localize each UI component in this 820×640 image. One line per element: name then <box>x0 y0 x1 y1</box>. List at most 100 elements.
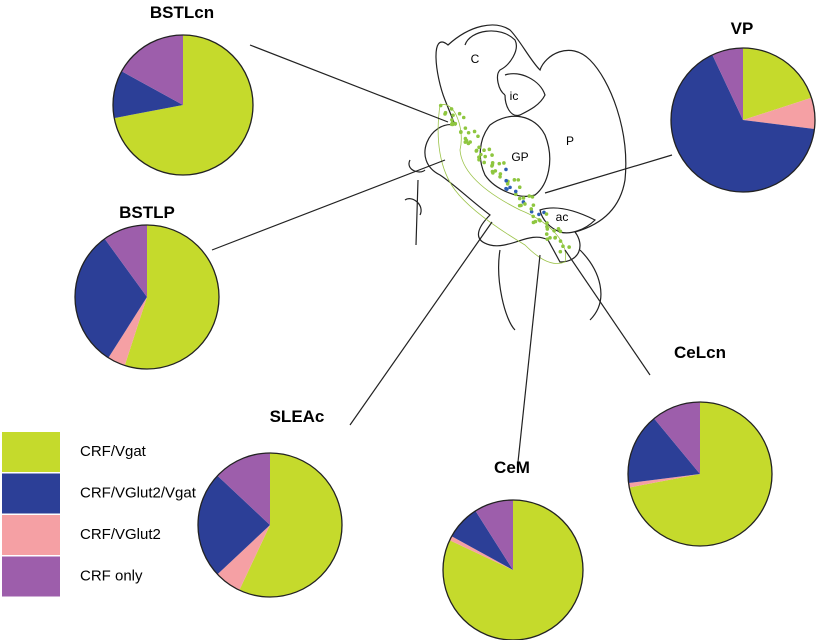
neuron-dot <box>490 153 494 157</box>
pie-outline <box>627 401 773 547</box>
pie-slice <box>114 35 253 175</box>
neuron-dot <box>545 221 549 225</box>
neuron-dot <box>477 155 481 159</box>
outline <box>464 30 517 96</box>
neuron-dot <box>479 152 483 157</box>
pointer-line <box>349 221 493 426</box>
pie-outline <box>112 34 254 176</box>
nucleus-band <box>437 104 567 264</box>
neuron-dot <box>463 126 468 130</box>
neuron-dot <box>466 130 471 135</box>
pointer-line <box>544 154 673 194</box>
neuron-dot <box>521 196 526 200</box>
neuron-dot <box>552 228 556 233</box>
region-label: C <box>471 52 480 66</box>
neuron-dot <box>490 160 495 165</box>
region-label: GP <box>511 150 528 164</box>
neuron-dot <box>504 167 508 172</box>
pie-title: BSTLP <box>119 203 175 222</box>
pie-slice <box>112 71 183 119</box>
neuron-dot <box>498 172 503 176</box>
pie-slice <box>743 97 815 130</box>
neuron-dots <box>438 103 571 254</box>
neuron-dot <box>537 212 541 217</box>
pie-slice <box>75 238 147 358</box>
neuron-dot <box>482 148 486 152</box>
neuron-dot <box>477 157 481 162</box>
neuron-dot <box>508 185 512 190</box>
neuron-dot <box>468 140 472 144</box>
neuron-dot <box>545 237 550 241</box>
legend-label: CRF only <box>80 567 143 584</box>
legend-swatch <box>2 556 60 597</box>
neuron-dot <box>558 249 563 254</box>
neuron-dot <box>517 185 522 190</box>
pointer-line <box>211 159 446 251</box>
neuron-dot <box>491 171 495 175</box>
pie-slice <box>670 54 815 193</box>
legend-label: CRF/VGlut2 <box>80 526 161 543</box>
neuron-dot <box>556 226 561 231</box>
neuron-dot <box>558 229 563 234</box>
pie-slice <box>451 510 513 570</box>
neuron-dot <box>498 174 502 179</box>
pie-slice <box>629 402 772 546</box>
legend-label: CRF/Vgat <box>80 443 147 460</box>
brain-schematic <box>404 24 627 331</box>
pie-slice <box>628 474 700 488</box>
neuron-dot <box>450 121 455 125</box>
outline <box>479 115 551 197</box>
neuron-dot <box>529 207 534 211</box>
pointer-line <box>517 254 541 463</box>
neuron-dot <box>545 224 549 229</box>
neuron-dot <box>483 154 487 159</box>
neuron-dot <box>514 192 518 197</box>
neuron-dot <box>527 194 532 198</box>
neuron-dot <box>450 118 454 122</box>
neuron-dot <box>544 232 549 236</box>
pie-slice <box>217 453 270 525</box>
outline <box>504 73 546 117</box>
neuron-dot <box>505 187 509 191</box>
neuron-dot <box>513 189 518 194</box>
pie-outline <box>74 224 220 370</box>
pie-slice <box>197 475 270 575</box>
pie-slice <box>654 402 700 474</box>
neuron-dot <box>558 239 563 243</box>
neuron-dot <box>493 169 498 173</box>
neuron-dot <box>531 203 536 207</box>
region-label: ac <box>556 210 569 224</box>
neuron-dot <box>477 145 481 150</box>
outline <box>404 159 426 246</box>
neuron-dot <box>438 103 443 108</box>
neuron-dot <box>548 236 552 240</box>
neuron-dot <box>519 203 523 208</box>
pointer-line <box>249 44 449 123</box>
outline <box>498 249 602 331</box>
pie-slice <box>475 500 513 570</box>
neuron-dot <box>449 107 454 111</box>
pie-outline <box>670 47 816 193</box>
legend-swatch <box>2 515 60 555</box>
neuron-dot <box>451 113 455 118</box>
legend-swatch <box>2 473 60 514</box>
neuron-dot <box>443 110 448 115</box>
neuron-dot <box>533 219 538 224</box>
pie-outline <box>197 452 343 598</box>
neuron-dot <box>505 182 510 186</box>
neuron-dot <box>516 178 521 182</box>
neuron-dot <box>529 209 534 214</box>
pie-slice <box>712 48 743 120</box>
neuron-dot <box>453 121 458 126</box>
pie-title: SLEAc <box>270 407 325 426</box>
legend-swatch <box>2 432 60 472</box>
region-label: P <box>566 134 574 148</box>
pie-title: CeLcn <box>674 343 726 362</box>
neuron-dot <box>544 212 549 216</box>
neuron-dot <box>567 245 571 249</box>
neuron-dot <box>538 218 542 223</box>
neuron-dot <box>553 235 558 240</box>
pie-slice <box>743 48 812 120</box>
neuron-dot <box>561 244 565 249</box>
pie-slice <box>104 225 147 297</box>
